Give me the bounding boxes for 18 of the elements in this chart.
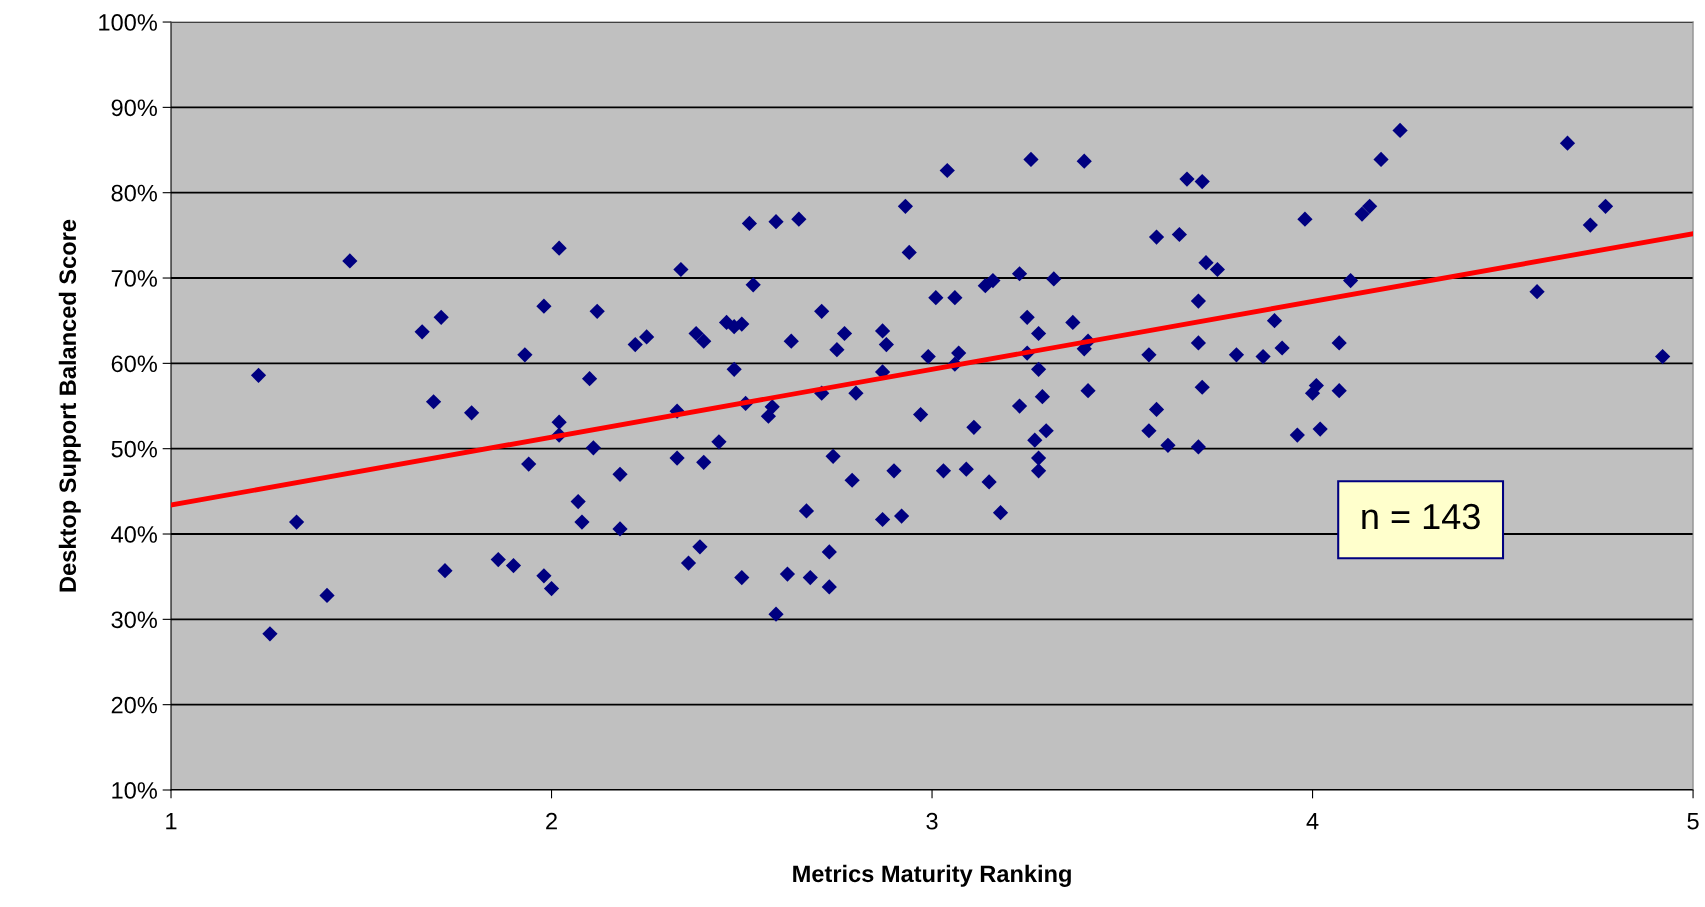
x-tick-label: 2: [546, 812, 557, 830]
y-tick-label: 60%: [111, 355, 157, 373]
y-tick-label: 10%: [112, 782, 157, 799]
x-tick-label: 1: [166, 813, 177, 830]
y-tick-label: 30%: [111, 611, 157, 629]
y-tick-label: 80%: [111, 184, 157, 202]
y-tick-label: 70%: [111, 270, 157, 287]
x-axis-title: Metrics Maturity Ranking: [793, 864, 1071, 887]
x-tick-label: 3: [926, 812, 938, 830]
y-tick-label: 50%: [111, 440, 157, 458]
y-tick-label: 40%: [111, 526, 157, 543]
x-tick-label: 5: [1687, 813, 1699, 830]
y-tick-label: 20%: [111, 696, 157, 714]
y-axis-title: Desktop Support Balanced Score: [58, 219, 81, 592]
annotation: n = 143: [1362, 503, 1480, 530]
y-tick-label: 90%: [111, 99, 157, 117]
x-tick-label: 4: [1306, 813, 1319, 830]
y-tick-label: 100%: [99, 14, 157, 31]
